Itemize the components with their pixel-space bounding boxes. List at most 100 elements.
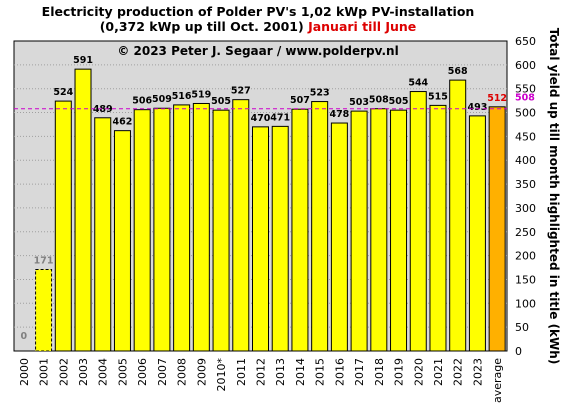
value-label: 524: [53, 87, 73, 98]
x-tick-label: 2005: [116, 358, 129, 386]
subtitle-highlight: Januari till June: [307, 19, 416, 34]
y-axis-label: Total yield up till month highlighted in…: [547, 28, 561, 365]
y-tick-label: 0: [515, 345, 522, 358]
bars: [35, 68, 506, 352]
y-axis-ticks: 0 50 100 150 200 250 300 350 400 450 500 550 600 650: [515, 35, 536, 358]
y-tick-label: 250: [515, 226, 536, 239]
value-label: 568: [448, 66, 468, 77]
x-tick-label: 2010*: [215, 358, 228, 392]
value-label: 493: [467, 102, 487, 113]
bar: [311, 101, 329, 352]
value-label: 591: [73, 55, 93, 66]
copyright-text: © 2023 Peter J. Segaar / www.polderpv.nl: [117, 44, 398, 58]
x-axis-ticks: 2000 2001 2002 2003 2004 2005 2006 2007 2008 2009…: [18, 358, 504, 404]
x-tick-label: 2008: [176, 358, 189, 386]
value-label: 478: [329, 109, 349, 120]
x-tick-label: 2023: [471, 358, 484, 386]
x-tick-label: 2000: [18, 358, 31, 386]
bar: [35, 268, 53, 352]
bar: [212, 109, 230, 352]
value-label: 505: [389, 96, 409, 107]
y-tick-label: 550: [515, 83, 536, 96]
x-tick-label: 2007: [156, 358, 169, 386]
y-tick-label: 600: [515, 59, 536, 72]
x-tick-label: 2016: [333, 358, 346, 386]
value-label: 0: [21, 331, 28, 342]
y-tick-label: 650: [515, 35, 536, 48]
x-tick-label: 2019: [393, 358, 406, 386]
value-label: 171: [34, 255, 54, 266]
value-label: 523: [310, 88, 330, 99]
x-tick-label: 2001: [38, 358, 51, 386]
x-tick-label: 2020: [412, 358, 425, 386]
y-tick-label: 400: [515, 154, 536, 167]
value-label: 544: [408, 78, 428, 89]
y-tick-label: 450: [515, 130, 536, 143]
reference-line-label: 508: [515, 93, 535, 104]
x-tick-label: average: [491, 358, 504, 403]
bar: [468, 115, 486, 352]
bar: [252, 126, 269, 352]
bar: [370, 108, 388, 352]
bar: [153, 107, 171, 352]
chart-subtitle: (0,372 kWp up till Oct. 2001) Januari ti…: [100, 19, 417, 34]
x-tick-label: 2021: [432, 358, 445, 386]
y-tick-label: 350: [515, 178, 536, 191]
bar: [74, 68, 92, 352]
chart-title: Electricity production of Polder PV's 1,…: [42, 4, 475, 19]
x-tick-label: 2013: [274, 358, 287, 386]
value-label: 505: [211, 96, 231, 107]
y-tick-label: 200: [515, 250, 536, 263]
x-tick-label: 2015: [314, 358, 327, 386]
bar: [173, 104, 191, 352]
y-tick-label: 150: [515, 273, 536, 286]
bar: [409, 91, 427, 352]
value-label: 516: [172, 91, 192, 102]
x-tick-label: 2002: [57, 358, 70, 386]
x-tick-label: 2012: [255, 358, 268, 386]
value-label: 489: [93, 104, 113, 115]
bar: [291, 108, 309, 352]
bar: [330, 122, 348, 352]
bar: [271, 125, 289, 352]
value-label: 519: [191, 89, 211, 100]
value-label: 507: [290, 95, 310, 106]
x-tick-label: 2009: [195, 358, 208, 386]
x-tick-label: 2018: [373, 358, 386, 386]
x-tick-label: 2006: [136, 358, 149, 386]
y-tick-label: 50: [515, 321, 529, 334]
x-tick-label: 2004: [97, 358, 110, 386]
bar: [488, 106, 506, 352]
value-label: 506: [132, 96, 152, 107]
reference-line-group: 508: [14, 93, 535, 110]
bar: [54, 100, 72, 352]
bar: [429, 104, 447, 352]
y-tick-label: 100: [515, 297, 536, 310]
bar: [94, 117, 112, 352]
x-tick-label: 2022: [452, 358, 465, 386]
value-label: 508: [369, 95, 389, 106]
y-tick-label: 500: [515, 107, 536, 120]
value-label: 509: [152, 94, 172, 105]
y-tick-label: 300: [515, 202, 536, 215]
bar: [390, 109, 408, 352]
value-label: 470: [251, 113, 271, 124]
value-label: 462: [113, 117, 133, 128]
value-label: 512: [487, 93, 507, 104]
bar: [350, 110, 368, 352]
bar: [113, 130, 131, 352]
bar: [232, 99, 250, 352]
value-label: 527: [231, 86, 251, 97]
bar: [449, 79, 467, 352]
x-tick-label: 2003: [77, 358, 90, 386]
bar: [192, 102, 210, 352]
bar: [133, 109, 151, 352]
x-tick-label: 2014: [294, 358, 307, 386]
value-label: 515: [428, 91, 448, 102]
x-tick-label: 2017: [353, 358, 366, 386]
value-label: 503: [349, 97, 369, 108]
subtitle-text: (0,372 kWp up till Oct. 2001): [100, 19, 304, 34]
x-tick-label: 2011: [235, 358, 248, 386]
